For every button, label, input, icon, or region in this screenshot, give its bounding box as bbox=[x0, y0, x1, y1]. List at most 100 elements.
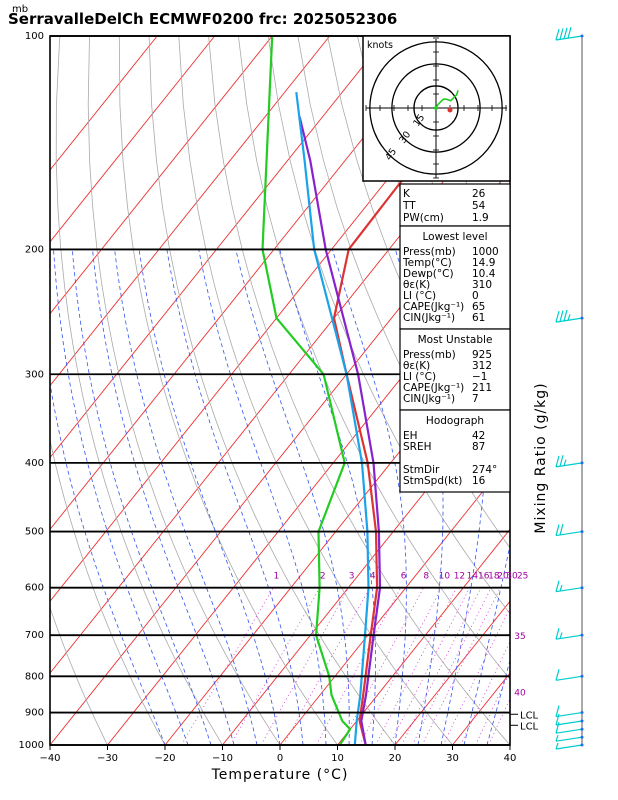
index-value: 310 bbox=[472, 279, 492, 291]
wind-barb-flag bbox=[555, 455, 560, 468]
temperature-tick-label: −40 bbox=[39, 753, 60, 764]
indices-top-box bbox=[399, 183, 511, 227]
index-value: 42 bbox=[472, 430, 485, 442]
index-label: CAPE(Jkg⁻¹) bbox=[403, 301, 464, 313]
temperature-tick-label: 30 bbox=[446, 753, 459, 764]
moist-adiabat-line bbox=[198, 249, 327, 745]
mixing-ratio-line bbox=[315, 587, 402, 745]
mixing-ratio-label: 35 bbox=[514, 632, 525, 642]
wind-barb-shaft bbox=[555, 711, 583, 718]
index-label: StmSpd(kt) bbox=[403, 475, 462, 487]
pressure-tick-label: 200 bbox=[25, 244, 44, 255]
wind-barb-column bbox=[555, 27, 584, 750]
pressure-tick-label: 600 bbox=[25, 583, 44, 594]
wind-barb bbox=[555, 705, 584, 718]
mixing-ratio-line bbox=[412, 587, 492, 745]
index-label: Temp(°C) bbox=[402, 257, 452, 269]
wind-barb-flag bbox=[559, 310, 564, 322]
wind-barb-dot bbox=[580, 316, 584, 320]
mixing-ratio-label: 1 bbox=[273, 572, 279, 582]
moist-adiabat-line bbox=[440, 249, 488, 745]
moist-adiabat-line bbox=[138, 249, 281, 745]
wind-barb-flag bbox=[555, 722, 560, 734]
wind-barb-flag bbox=[567, 27, 572, 39]
mixing-ratio-line bbox=[181, 587, 274, 745]
temperature-tick-label: 0 bbox=[277, 753, 283, 764]
wind-barb-dot bbox=[580, 743, 584, 747]
isotherm-line bbox=[50, 36, 273, 315]
dry-adiabat-line bbox=[55, 36, 223, 745]
mixing-ratio-axis-label: Mixing Ratio (g/kg) bbox=[533, 382, 549, 533]
wind-barb-shaft bbox=[555, 728, 583, 734]
wind-barb-dot bbox=[580, 34, 584, 38]
mixing-ratio-line bbox=[442, 607, 510, 745]
wind-barb-dot bbox=[580, 735, 584, 739]
hodograph-units: knots bbox=[367, 40, 393, 51]
moist-adiabat-line bbox=[235, 249, 350, 745]
isotherm-line bbox=[50, 36, 446, 531]
index-value: 87 bbox=[472, 441, 485, 453]
wind-barb bbox=[555, 580, 584, 593]
index-value: 16 bbox=[472, 475, 486, 487]
x-axis-label: Temperature (°C) bbox=[211, 767, 349, 783]
pressure-unit-label: mb bbox=[12, 4, 28, 15]
index-value: 14.9 bbox=[472, 257, 495, 269]
wind-barb-dot bbox=[580, 586, 584, 590]
mixing-ratio-line bbox=[283, 587, 371, 745]
pressure-tick-label: 1000 bbox=[19, 740, 44, 751]
wind-barb bbox=[555, 27, 584, 41]
wind-barb-dot bbox=[580, 719, 584, 723]
moist-adiabat-line bbox=[50, 380, 166, 745]
wind-barb bbox=[555, 735, 584, 742]
mixing-ratio-line bbox=[359, 587, 442, 745]
isotherm-line bbox=[50, 36, 216, 243]
index-label: StmDir bbox=[403, 464, 440, 476]
index-value: −1 bbox=[472, 371, 487, 383]
wind-barb-dot bbox=[580, 711, 584, 715]
wind-barb bbox=[555, 455, 584, 468]
hodograph-ring bbox=[391, 63, 481, 153]
pressure-tick-label: 300 bbox=[25, 369, 44, 380]
temperature-tick-label: −30 bbox=[97, 753, 118, 764]
wind-barb-shaft bbox=[555, 736, 583, 742]
mixing-ratio-label: 40 bbox=[514, 688, 526, 698]
temperature-tick-label: 40 bbox=[504, 753, 517, 764]
index-label: CAPE(Jkg⁻¹) bbox=[403, 382, 464, 394]
mixing-ratio-line bbox=[475, 670, 510, 745]
wind-barb-flag bbox=[563, 27, 568, 39]
dry-adiabat-line bbox=[87, 36, 281, 745]
index-label: CIN(Jkg⁻¹) bbox=[403, 393, 455, 405]
wind-barb-half bbox=[563, 459, 567, 466]
wind-barb-flag bbox=[555, 28, 560, 41]
index-value: 211 bbox=[472, 382, 492, 394]
index-label: EH bbox=[403, 430, 418, 442]
mixing-ratio-label: 4 bbox=[370, 572, 376, 582]
index-label: LI (°C) bbox=[403, 371, 436, 383]
index-value: 0 bbox=[472, 290, 479, 302]
mixing-ratio-line bbox=[375, 587, 458, 745]
mixing-ratio-label: 25 bbox=[517, 572, 528, 582]
wind-barb-flag bbox=[555, 524, 560, 536]
hodograph-ring bbox=[413, 85, 459, 131]
index-label: TT bbox=[402, 200, 416, 212]
mixing-ratio-label: 18 bbox=[488, 572, 500, 582]
hodograph-indices-box bbox=[399, 409, 511, 493]
hodograph-start-dot bbox=[434, 106, 438, 110]
index-value: 1000 bbox=[472, 246, 499, 258]
wind-barb-half bbox=[567, 314, 571, 321]
wind-barb-flag bbox=[555, 713, 560, 726]
pressure-tick-label: 500 bbox=[25, 527, 44, 538]
mixing-ratio-label: 3 bbox=[349, 572, 355, 582]
index-value: 7 bbox=[472, 393, 479, 405]
pressure-tick-label: 800 bbox=[25, 671, 44, 682]
dry-adiabat-line bbox=[566, 36, 618, 745]
temperature-tick-label: −20 bbox=[154, 753, 175, 764]
wind-barb-half bbox=[555, 735, 559, 742]
section-heading: Most Unstable bbox=[418, 334, 493, 346]
mixing-ratio-label: 20 bbox=[497, 572, 509, 582]
wind-barb-flag bbox=[555, 310, 560, 323]
wind-barb-flag bbox=[555, 705, 560, 717]
indices-panel: K 26 TT 54 PW(cm) 1.9 Lowest level Press(mb) 100… bbox=[399, 183, 511, 493]
wind-barb-dot bbox=[580, 727, 584, 731]
